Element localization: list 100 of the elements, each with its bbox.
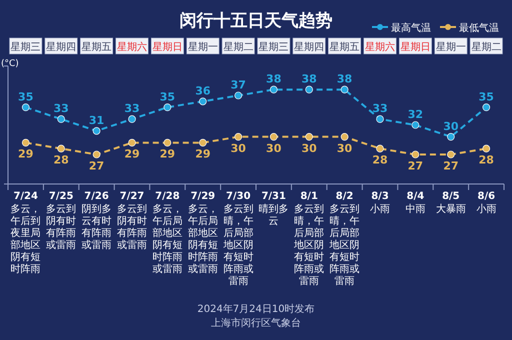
- data-label: 29: [124, 148, 140, 161]
- text: 大暴雨: [436, 203, 466, 215]
- data-label: 36: [195, 84, 211, 98]
- text: 星期六: [117, 41, 147, 53]
- data-label: 30: [336, 142, 353, 155]
- point: [234, 92, 242, 100]
- text: 多云到晴，午后局部地区阴有短时阵雨或雷雨: [328, 203, 360, 287]
- data-label: 33: [372, 102, 388, 116]
- data-label: 32: [408, 108, 424, 121]
- x-tick-label: 8/4: [406, 191, 424, 202]
- data-label: 27: [88, 160, 104, 172]
- data-label: 38: [266, 72, 282, 86]
- text: 多云，午后局部地区阴有短时阵雨或雷雨: [152, 203, 182, 275]
- point: [270, 133, 278, 141]
- text: 多云到阴有时有阵雨或雷雨: [117, 203, 147, 251]
- data-label: 29: [18, 148, 34, 161]
- text: 星期一: [436, 41, 466, 53]
- text: 小雨: [476, 203, 496, 215]
- text: 星期日: [400, 41, 430, 53]
- point: [447, 133, 455, 141]
- text: 阴到多云有时有阵雨或雷雨: [82, 203, 112, 251]
- data-label: 33: [53, 102, 69, 116]
- x-tick-label: 8/2: [336, 191, 354, 202]
- x-tick-label: 7/31: [261, 191, 286, 202]
- point: [482, 104, 490, 112]
- point: [164, 138, 172, 146]
- x-tick-label: 7/30: [226, 191, 251, 202]
- point: [412, 150, 420, 158]
- data-label: 27: [408, 160, 424, 172]
- text: 多云到阴有时有阵雨或雷雨: [46, 203, 76, 251]
- text: 星期六: [365, 41, 395, 53]
- text: 星期一: [188, 41, 218, 53]
- text: 星期日: [152, 41, 182, 53]
- text: 多云到晴，午后局部地区阴有短时阵雨或雷雨: [222, 203, 254, 287]
- data-label: 35: [18, 90, 34, 104]
- text: 中雨: [405, 203, 426, 215]
- point: [92, 127, 100, 135]
- point: [92, 150, 100, 158]
- point: [199, 98, 207, 106]
- x-tick-label: 8/5: [442, 191, 460, 202]
- point: [340, 86, 348, 94]
- point: [57, 115, 65, 123]
- data-label: 38: [336, 72, 352, 86]
- text: 星期五: [330, 41, 360, 53]
- point: [376, 115, 384, 123]
- point: [340, 133, 348, 141]
- text: 晴到多云: [258, 203, 289, 227]
- text: 2024年7月24日10时发布: [197, 303, 315, 315]
- text: 多云，午后到夜里局部地区阴有短时阵雨: [10, 203, 41, 275]
- data-label: 30: [230, 142, 246, 155]
- x-tick-label: 7/26: [84, 191, 109, 202]
- data-label: 37: [230, 78, 246, 92]
- data-label: 35: [160, 90, 176, 104]
- point: [128, 115, 136, 123]
- x-tick-label: 8/3: [371, 191, 389, 202]
- text: 星期二: [471, 41, 502, 53]
- data-label: 28: [478, 154, 494, 167]
- text: 星期五: [82, 41, 112, 53]
- point: [22, 104, 30, 112]
- legend-label: 最低气温: [459, 22, 499, 34]
- point: [270, 86, 278, 94]
- chart-title: 闵行十五日天气趋势: [180, 11, 332, 31]
- point: [305, 133, 313, 141]
- point: [164, 104, 172, 112]
- text: 小雨: [370, 203, 390, 215]
- point: [482, 144, 490, 152]
- text: 多云，午后局部地区阴有短时阵雨或雷雨: [188, 203, 218, 275]
- text: 星期三: [10, 41, 41, 53]
- x-tick-label: 8/1: [300, 191, 318, 202]
- point: [128, 138, 136, 146]
- point: [22, 138, 30, 146]
- y-axis-title: (°C): [1, 59, 19, 69]
- data-label: 29: [160, 148, 176, 161]
- x-tick-label: 7/24: [13, 191, 38, 202]
- data-label: 30: [301, 142, 318, 155]
- data-label: 28: [372, 154, 388, 167]
- data-label: 38: [301, 72, 317, 86]
- point: [199, 138, 207, 146]
- text: 多云到晴，午后局部地区阴有短时阵雨或雷雨: [293, 203, 324, 287]
- point: [57, 144, 65, 152]
- data-label: 27: [443, 160, 459, 172]
- legend-label: 最高气温: [391, 22, 431, 34]
- text: 星期二: [223, 41, 254, 53]
- data-label: 30: [266, 142, 282, 155]
- text: 上海市闵行区气象台: [211, 317, 301, 329]
- x-tick-label: 7/28: [155, 191, 180, 202]
- data-label: 33: [124, 102, 140, 116]
- data-label: 28: [53, 154, 69, 167]
- point: [234, 133, 242, 141]
- x-tick-label: 7/25: [48, 191, 74, 202]
- text: 星期四: [46, 41, 76, 53]
- x-tick-label: 7/27: [120, 191, 144, 202]
- point: [412, 121, 420, 129]
- data-label: 31: [88, 114, 104, 127]
- data-label: 35: [478, 90, 494, 104]
- point: [376, 144, 384, 152]
- data-label: 30: [443, 120, 459, 133]
- point: [305, 86, 313, 94]
- point: [447, 150, 455, 158]
- x-tick-label: 7/29: [190, 191, 216, 202]
